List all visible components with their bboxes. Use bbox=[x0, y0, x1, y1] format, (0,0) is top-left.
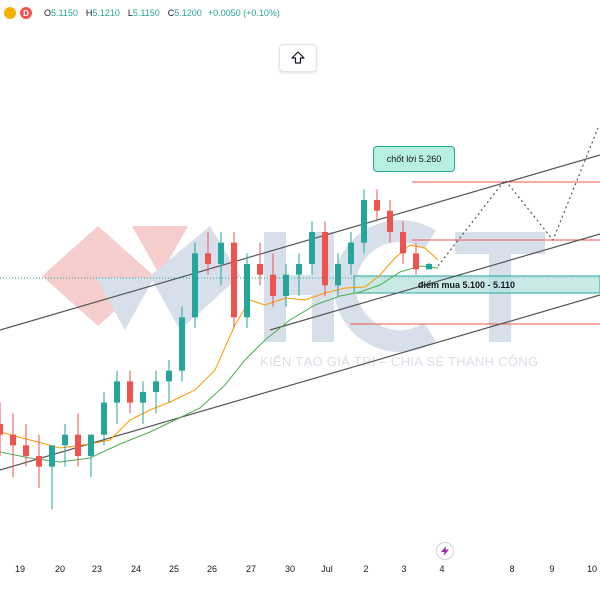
candle-body[interactable] bbox=[413, 253, 419, 270]
watermark-slogan: KIẾN TẠO GIÁ TRỊ – CHIA SẺ THÀNH CÔNG bbox=[260, 354, 539, 369]
x-tick-label: 10 bbox=[586, 564, 598, 574]
candle-body[interactable] bbox=[322, 232, 328, 286]
x-tick-label: 26 bbox=[206, 564, 218, 574]
candle-body[interactable] bbox=[244, 264, 250, 318]
candle-body[interactable] bbox=[179, 317, 185, 371]
candle-body[interactable] bbox=[426, 264, 432, 270]
candle-body[interactable] bbox=[140, 392, 146, 403]
candle-body[interactable] bbox=[296, 264, 302, 275]
candle-body[interactable] bbox=[101, 402, 107, 435]
x-axis[interactable]: 19 20 23 24 25 26 27 30 Jul 2 3 4 8 9 10 bbox=[0, 558, 600, 600]
candle-body[interactable] bbox=[335, 264, 341, 286]
lightning-button[interactable] bbox=[436, 542, 454, 560]
candle-body[interactable] bbox=[270, 274, 276, 296]
candle-body[interactable] bbox=[192, 253, 198, 318]
candle-body[interactable] bbox=[62, 434, 68, 446]
x-tick-label: 9 bbox=[549, 564, 555, 574]
candle-body[interactable] bbox=[257, 264, 263, 275]
x-tick-label: 23 bbox=[91, 564, 103, 574]
candle-body[interactable] bbox=[387, 210, 393, 232]
candle-body[interactable] bbox=[10, 434, 16, 446]
candle-body[interactable] bbox=[0, 424, 3, 435]
candle-body[interactable] bbox=[309, 232, 315, 264]
candle-body[interactable] bbox=[114, 381, 120, 403]
change-value: +0.0050 (+0.10%) bbox=[207, 8, 280, 18]
take-profit-callout[interactable]: chốt lời 5.260 bbox=[373, 146, 455, 172]
ohlc-legend: D O5.1150 H5.1210 L5.1150 C5.1200 +0.005… bbox=[0, 4, 280, 22]
x-tick-label: 30 bbox=[284, 564, 296, 574]
x-tick-label: 27 bbox=[245, 564, 257, 574]
x-tick-label: 8 bbox=[509, 564, 515, 574]
high-value: H5.1210 bbox=[85, 8, 120, 18]
candle-body[interactable] bbox=[49, 445, 55, 467]
ma-slow-line bbox=[0, 265, 439, 463]
x-tick-label: 19 bbox=[14, 564, 26, 574]
x-tick-label: 2 bbox=[363, 564, 369, 574]
candle-body[interactable] bbox=[283, 274, 289, 296]
close-value: C5.1200 bbox=[167, 8, 202, 18]
channel-lower-line[interactable] bbox=[0, 294, 600, 471]
x-tick-label: 25 bbox=[168, 564, 180, 574]
x-tick-label: Jul bbox=[321, 564, 333, 574]
candle-body[interactable] bbox=[361, 200, 367, 243]
candle-body[interactable] bbox=[231, 242, 237, 318]
x-tick-label: 24 bbox=[130, 564, 142, 574]
candle-body[interactable] bbox=[348, 242, 354, 264]
candle-body[interactable] bbox=[75, 434, 81, 456]
candle-body[interactable] bbox=[166, 370, 172, 382]
candle-body[interactable] bbox=[400, 232, 406, 254]
buy-zone-rect[interactable] bbox=[353, 275, 600, 294]
candle-body[interactable] bbox=[218, 242, 224, 264]
scroll-up-arrow-icon bbox=[291, 51, 305, 64]
scroll-up-button[interactable] bbox=[279, 44, 317, 72]
candle-body[interactable] bbox=[153, 381, 159, 392]
x-tick-label: 3 bbox=[401, 564, 407, 574]
candles-group bbox=[0, 189, 432, 510]
candle-body[interactable] bbox=[88, 434, 94, 456]
x-tick-label: 20 bbox=[54, 564, 66, 574]
buy-zone-label: điểm mua 5.100 - 5.110 bbox=[418, 280, 516, 290]
candle-body[interactable] bbox=[205, 253, 211, 264]
candle-body[interactable] bbox=[36, 456, 42, 467]
channel-upper-line[interactable] bbox=[0, 154, 600, 331]
lightning-icon bbox=[441, 546, 449, 556]
x-tick-label: 4 bbox=[439, 564, 445, 574]
symbol-logo-icon[interactable] bbox=[4, 7, 16, 19]
candle-body[interactable] bbox=[127, 381, 133, 403]
interval-badge[interactable]: D bbox=[20, 7, 32, 19]
low-value: L5.1150 bbox=[127, 8, 160, 18]
projected-path bbox=[437, 127, 599, 267]
chart-plot-area[interactable] bbox=[0, 0, 600, 560]
open-value: O5.1150 bbox=[44, 8, 78, 18]
channel-middle-line[interactable] bbox=[269, 233, 600, 331]
candle-body[interactable] bbox=[374, 200, 380, 211]
candle-body[interactable] bbox=[23, 445, 29, 456]
